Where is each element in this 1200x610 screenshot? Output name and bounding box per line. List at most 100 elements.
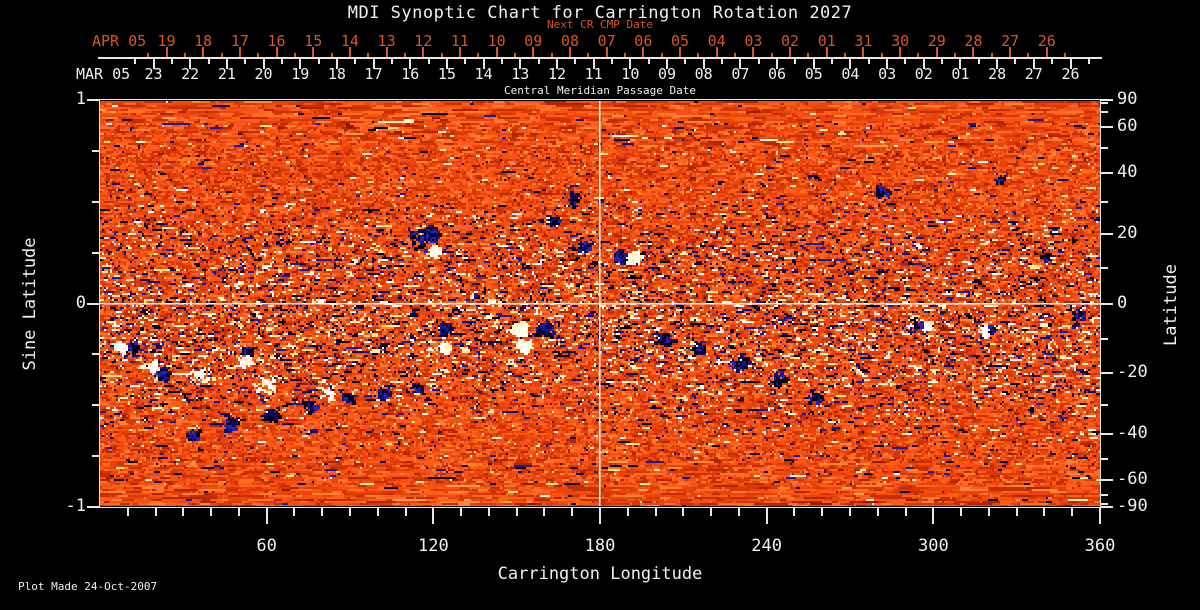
cmp-axis-date-label: 09 [657, 65, 677, 83]
top-axis-minor-tick [697, 53, 700, 58]
cmp-axis-major-tick [555, 59, 558, 69]
cmp-axis-date-label: 20 [254, 65, 273, 83]
bottom-axis-major-tick [765, 508, 768, 524]
bottom-axis-title: Carrington Longitude [497, 564, 703, 584]
cmp-axis-date-label: 10 [621, 65, 640, 83]
bottom-axis-major-tick [1099, 508, 1101, 524]
cmp-axis-major-tick [225, 59, 228, 69]
right-axis-tick [1101, 126, 1113, 129]
cmp-axis-date-label: 01 [951, 65, 970, 83]
right-axis-tick-label: 20 [1117, 222, 1138, 243]
right-axis-minor-tick [1101, 404, 1108, 407]
top-axis-minor-tick [293, 53, 296, 58]
left-axis-tick [92, 404, 99, 407]
bottom-axis-minor-tick [460, 508, 463, 516]
cmp-axis-minor-tick [647, 59, 650, 64]
cmp-axis-major-tick [262, 59, 265, 69]
bottom-axis-tick-label: 300 [917, 536, 949, 556]
cmp-axis-date-label: 02 [914, 65, 933, 83]
plot-frame [99, 99, 1101, 508]
cmp-axis-major-tick [739, 59, 742, 69]
bottom-axis-minor-tick [237, 508, 240, 516]
top-axis-minor-tick [770, 53, 773, 58]
top-axis-month-label: APR 05 [92, 32, 147, 50]
top-axis-date-label: 04 [707, 32, 726, 50]
cmp-axis-minor-tick [207, 59, 210, 64]
cmp-axis-date-label: 13 [511, 65, 530, 83]
cmp-axis-minor-tick [721, 59, 724, 64]
cmp-axis-date-label: 27 [1024, 65, 1043, 83]
right-axis-minor-tick [1101, 337, 1108, 340]
bottom-axis-tick-label: 120 [417, 536, 449, 556]
cmp-axis-major-tick [629, 59, 632, 69]
bottom-axis-tick-label: 240 [751, 536, 783, 556]
cmp-axis-minor-tick [904, 59, 907, 64]
chart-title: MDI Synoptic Chart for Carrington Rotati… [347, 3, 853, 23]
cmp-axis-month-label: MAR 05 [76, 65, 131, 83]
cmp-axis-minor-tick [977, 59, 980, 64]
left-axis-tick [92, 251, 99, 254]
left-axis-tick [92, 149, 99, 152]
top-axis-minor-tick [330, 53, 333, 58]
bottom-axis-minor-tick [682, 508, 685, 516]
cmp-axis-minor-tick [464, 59, 467, 64]
top-axis-date-label: 19 [157, 32, 176, 50]
cmp-axis-major-tick [445, 59, 448, 69]
top-axis-date-label: 18 [194, 32, 213, 50]
cmp-axis-minor-tick [427, 59, 430, 64]
bottom-axis-minor-tick [515, 508, 518, 516]
cmp-axis-date-label: 11 [584, 65, 603, 83]
cmp-axis-minor-tick [244, 59, 247, 64]
top-axis-date-label: 06 [634, 32, 653, 50]
top-axis-date-label: 31 [854, 32, 873, 50]
bottom-axis-minor-tick [626, 508, 629, 516]
top-axis-major-tick [532, 47, 535, 58]
cmp-axis-major-tick [886, 59, 889, 69]
cmp-axis-minor-tick [537, 59, 540, 64]
top-axis-date-label: 26 [1037, 32, 1056, 50]
right-axis-tick-label: -20 [1117, 362, 1148, 383]
cmp-axis-minor-tick [170, 59, 173, 64]
cmp-axis-minor-tick [1051, 59, 1054, 64]
magnetogram-canvas [100, 101, 1100, 506]
left-axis-tick-label: 1 [75, 89, 86, 109]
top-axis-date-label: 03 [744, 32, 763, 50]
cmp-axis-major-tick [372, 59, 375, 69]
right-axis-tick [1101, 302, 1113, 305]
cmp-axis-line [98, 57, 1102, 59]
right-axis-tick [1101, 232, 1113, 235]
cmp-axis-major-tick [519, 59, 522, 69]
top-axis-minor-tick [513, 53, 516, 58]
cmp-axis-date-label: 15 [437, 65, 456, 83]
right-axis-tick [1101, 433, 1113, 436]
top-axis-minor-tick [807, 53, 810, 58]
top-axis-minor-tick [990, 53, 993, 58]
bottom-axis-minor-tick [126, 508, 129, 516]
bottom-axis-minor-tick [543, 508, 546, 516]
top-axis-date-label: 09 [524, 32, 543, 50]
top-axis-date-label: 13 [377, 32, 396, 50]
cmp-axis-major-tick [482, 59, 485, 69]
cmp-axis-date-label: 07 [731, 65, 750, 83]
right-axis-minor-tick [1101, 146, 1108, 149]
bottom-axis-minor-tick [987, 508, 990, 516]
right-axis-minor-tick [1101, 458, 1108, 461]
right-axis-minor-tick [1101, 502, 1108, 505]
cmp-axis-minor-tick [500, 59, 503, 64]
cmp-axis-date-label: 21 [217, 65, 236, 83]
right-axis-tick-label: -40 [1117, 423, 1148, 444]
top-axis-minor-tick [440, 53, 443, 58]
cmp-axis-major-tick [189, 59, 192, 69]
top-axis-major-tick [825, 47, 828, 58]
top-axis-minor-tick [587, 53, 590, 58]
cmp-axis-minor-tick [1014, 59, 1017, 64]
right-axis-minor-tick [1101, 493, 1108, 496]
top-axis-date-label: 29 [927, 32, 946, 50]
top-axis-minor-tick [954, 53, 957, 58]
top-axis-minor-tick [477, 53, 480, 58]
cmp-axis-minor-tick [317, 59, 320, 64]
top-axis-date-label: 27 [1001, 32, 1020, 50]
cmp-axis-major-tick [996, 59, 999, 69]
top-axis-major-tick [422, 47, 425, 58]
